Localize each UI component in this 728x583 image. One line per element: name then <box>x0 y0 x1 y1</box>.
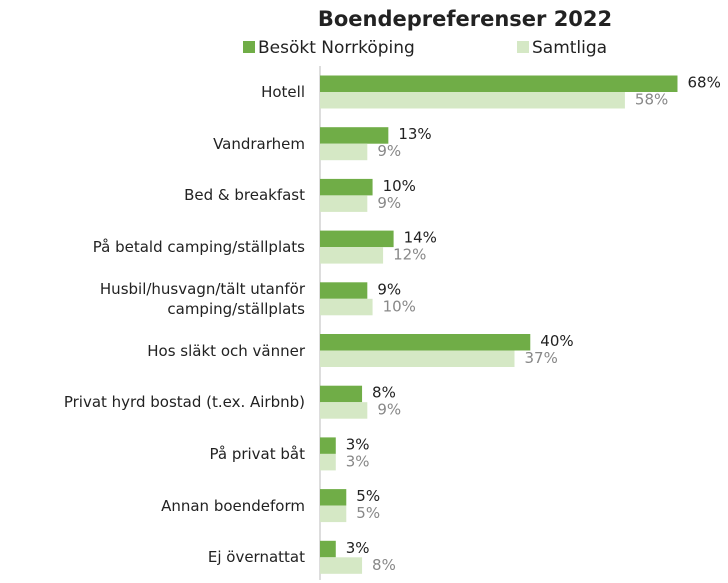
category-label: Ej övernattat <box>207 548 305 567</box>
legend-label: Besökt Norrköping <box>258 38 415 58</box>
legend-swatch <box>243 41 255 53</box>
value-label: 3% <box>346 435 370 453</box>
bar <box>320 92 625 109</box>
value-label: 3% <box>346 452 370 470</box>
bar <box>320 230 394 248</box>
chart-title: Boendepreferenser 2022 <box>318 7 612 31</box>
value-label: 9% <box>377 280 401 298</box>
value-label: 8% <box>372 384 396 402</box>
legend-swatch <box>517 41 529 53</box>
bar <box>320 127 389 144</box>
value-label: 58% <box>635 91 668 109</box>
category-label: På betald camping/ställplats <box>92 238 305 257</box>
bar <box>320 505 347 523</box>
value-label: 10% <box>383 297 416 315</box>
value-label: 5% <box>356 487 380 505</box>
value-label: 14% <box>404 229 437 247</box>
bar <box>320 350 515 367</box>
category-label: Hotell <box>261 83 305 101</box>
bar <box>320 75 678 92</box>
category-label: Privat hyrd bostad (t.ex. Airbnb) <box>63 393 305 412</box>
bar <box>320 178 373 196</box>
category-label: Vandrarhem <box>213 134 305 153</box>
category-label: Annan boendeform <box>161 496 305 515</box>
value-label: 37% <box>525 349 558 367</box>
value-label: 9% <box>377 401 401 419</box>
bar <box>320 402 368 419</box>
category-label: På privat båt <box>209 444 305 463</box>
bar <box>320 557 363 574</box>
legend-label: Samtliga <box>532 38 607 58</box>
bar <box>320 453 336 471</box>
bar <box>320 247 384 264</box>
value-label: 9% <box>377 194 401 212</box>
value-label: 8% <box>372 556 396 574</box>
bar <box>320 437 336 454</box>
value-label: 40% <box>540 332 573 350</box>
category-label: Bed & breakfast <box>184 186 305 205</box>
bar <box>320 298 373 316</box>
value-label: 3% <box>346 539 370 557</box>
bar <box>320 489 347 506</box>
bar <box>320 195 368 212</box>
value-label: 13% <box>398 125 431 143</box>
bar <box>320 334 531 351</box>
value-label: 10% <box>383 177 416 195</box>
bar <box>320 540 336 558</box>
value-label: 5% <box>356 504 380 522</box>
bar <box>320 282 368 299</box>
value-label: 68% <box>687 74 720 92</box>
bar <box>320 143 368 161</box>
value-label: 12% <box>393 246 426 264</box>
value-label: 9% <box>377 142 401 160</box>
bar <box>320 385 363 403</box>
category-label: Husbil/husvagn/tält utanför camping/stäl… <box>99 279 305 318</box>
category-label: Hos släkt och vänner <box>147 341 305 360</box>
